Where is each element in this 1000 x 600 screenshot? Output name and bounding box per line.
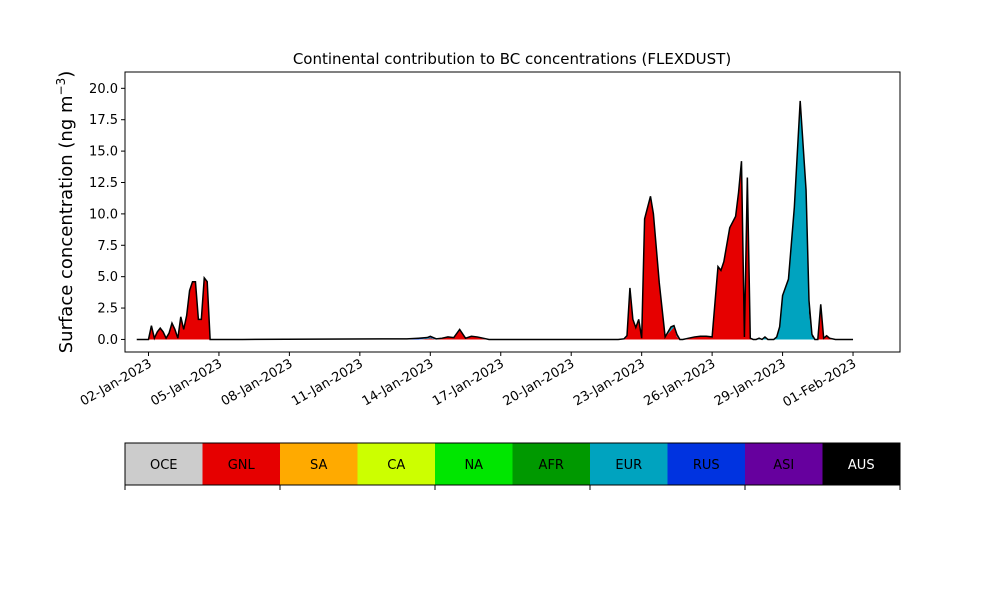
- y-tick-label: 10.0: [89, 207, 118, 222]
- y-axis-label-close: ): [56, 71, 77, 78]
- x-tick-label: 01-Feb-2023: [780, 356, 859, 410]
- y-tick-label: 12.5: [89, 176, 118, 191]
- y-tick-label: 5.0: [97, 270, 118, 285]
- legend-swatch-ca: [357, 443, 435, 485]
- y-tick-label: 2.5: [97, 302, 118, 317]
- y-axis-label-superscript: −3: [54, 78, 68, 96]
- legend-swatch-na: [435, 443, 513, 485]
- y-tick-label: 15.0: [89, 145, 118, 160]
- legend-label-eur: EUR: [615, 458, 642, 473]
- legend-swatch-aus: [822, 443, 900, 485]
- legend-label-aus: AUS: [848, 458, 875, 473]
- y-axis-label: Surface concentration (ng m−3): [54, 71, 77, 354]
- legend-label-sa: SA: [310, 458, 327, 473]
- legend-frame: [124, 442, 901, 486]
- legend-swatch-gnl: [202, 443, 280, 485]
- x-tick-label: 14-Jan-2023: [360, 356, 437, 409]
- plot-frame: [124, 71, 901, 353]
- x-axis: 02-Jan-202305-Jan-202308-Jan-202311-Jan-…: [78, 352, 859, 410]
- legend-label-gnl: GNL: [228, 458, 256, 473]
- x-tick-label: 11-Jan-2023: [289, 356, 366, 409]
- legend-swatch-asi: [745, 443, 823, 485]
- chart-title: Continental contribution to BC concentra…: [293, 50, 731, 68]
- x-tick-label: 08-Jan-2023: [219, 356, 296, 409]
- plot-area: [124, 71, 901, 353]
- x-tick-label: 20-Jan-2023: [501, 356, 578, 409]
- legend-label-rus: RUS: [693, 458, 720, 473]
- y-axis: 0.0 2.5 5.0 7.5 10.0 12.5 15.0 17.5 20.0: [89, 82, 125, 348]
- area-series-gnl: [136, 161, 854, 340]
- legend-label-na: NA: [464, 458, 483, 473]
- legend-swatch-oce: [125, 443, 203, 485]
- legend-label-ca: CA: [387, 458, 405, 473]
- legend-swatch-eur: [590, 443, 668, 485]
- legend-swatch-rus: [667, 443, 745, 485]
- total-concentration-line: [136, 100, 854, 341]
- y-tick-label: 17.5: [89, 113, 118, 128]
- legend-swatch-sa: [280, 443, 358, 485]
- y-tick-label: 7.5: [97, 239, 118, 254]
- legend-swatch-afr: [512, 443, 590, 485]
- legend-label-oce: OCE: [150, 458, 178, 473]
- y-tick-label: 0.0: [97, 333, 118, 348]
- x-tick-label: 23-Jan-2023: [571, 356, 648, 409]
- x-tick-label: 02-Jan-2023: [78, 356, 155, 409]
- x-tick-label: 26-Jan-2023: [642, 356, 719, 409]
- y-axis-label-text: Surface concentration (ng m: [56, 95, 77, 353]
- legend-colorbar: OCE GNL SA CA NA AFR EUR RUS ASI AUS: [124, 442, 901, 490]
- x-tick-label: 29-Jan-2023: [712, 356, 789, 409]
- x-tick-label: 17-Jan-2023: [430, 356, 507, 409]
- legend-label-asi: ASI: [773, 458, 794, 473]
- y-tick-label: 20.0: [89, 82, 118, 97]
- legend-label-afr: AFR: [539, 458, 564, 473]
- x-tick-label: 05-Jan-2023: [148, 356, 225, 409]
